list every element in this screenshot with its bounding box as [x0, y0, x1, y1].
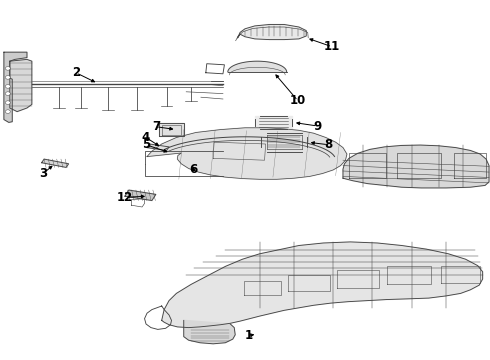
Text: 10: 10	[290, 94, 306, 107]
Text: 1: 1	[245, 329, 253, 342]
Polygon shape	[228, 61, 287, 72]
Polygon shape	[159, 123, 184, 136]
Text: 5: 5	[142, 138, 150, 151]
Polygon shape	[238, 24, 306, 40]
Polygon shape	[10, 59, 32, 112]
Polygon shape	[162, 242, 483, 328]
Polygon shape	[255, 116, 292, 129]
Polygon shape	[42, 159, 69, 167]
Circle shape	[5, 101, 10, 104]
Circle shape	[5, 85, 10, 88]
Text: 12: 12	[117, 191, 133, 204]
Circle shape	[5, 110, 10, 113]
Polygon shape	[4, 52, 27, 122]
Polygon shape	[147, 144, 169, 150]
Polygon shape	[261, 133, 308, 152]
Polygon shape	[184, 320, 235, 344]
Text: 11: 11	[324, 40, 341, 53]
Text: 7: 7	[152, 120, 160, 133]
Text: 2: 2	[72, 66, 80, 79]
Polygon shape	[125, 190, 156, 201]
Polygon shape	[343, 145, 489, 188]
Circle shape	[5, 92, 10, 95]
Circle shape	[5, 67, 10, 70]
Circle shape	[5, 76, 10, 79]
Polygon shape	[147, 128, 347, 179]
Text: 3: 3	[39, 167, 47, 180]
Text: 6: 6	[190, 163, 197, 176]
Text: 8: 8	[324, 138, 332, 151]
Text: 4: 4	[142, 131, 150, 144]
Text: 9: 9	[314, 120, 321, 132]
